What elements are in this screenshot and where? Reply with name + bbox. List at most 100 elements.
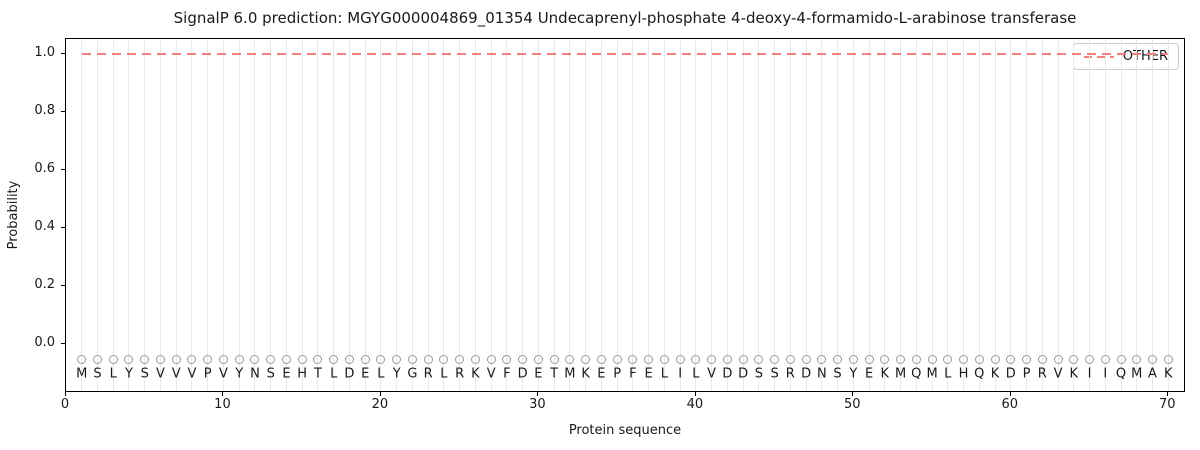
residue-letter: P xyxy=(1022,366,1031,382)
residue-marker-circle xyxy=(959,354,969,364)
residue-gridline xyxy=(222,39,224,391)
residue-letter: M xyxy=(1131,366,1143,382)
residue-gridline xyxy=(1041,39,1043,391)
residue-marker-circle xyxy=(738,354,748,364)
residue-gridline xyxy=(254,39,256,391)
residue-gridline xyxy=(679,39,681,391)
residue-gridline xyxy=(695,39,697,391)
residue-letter: F xyxy=(503,366,511,382)
residue-marker-circle xyxy=(203,354,213,364)
chart-title: SignalP 6.0 prediction: MGYG000004869_01… xyxy=(173,9,1077,27)
y-axis-tick-label: 0.2 xyxy=(34,277,55,293)
residue-gridline xyxy=(900,39,902,391)
residue-marker-circle xyxy=(502,354,512,364)
residue-marker-circle xyxy=(833,354,843,364)
residue-marker-circle xyxy=(518,354,528,364)
residue-letter: L xyxy=(377,366,385,382)
residue-gridline xyxy=(648,39,650,391)
residue-gridline xyxy=(931,39,933,391)
y-axis-tick-label: 1.0 xyxy=(34,44,55,60)
residue-gridline xyxy=(112,39,114,391)
residue-marker-circle xyxy=(801,354,811,364)
residue-gridline xyxy=(1089,39,1091,391)
residue-letter: K xyxy=(1163,366,1173,382)
residue-letter: V xyxy=(707,366,717,382)
residue-letter: Y xyxy=(392,366,401,382)
residue-letter: S xyxy=(140,366,149,382)
residue-marker-circle xyxy=(927,354,937,364)
residue-letter: D xyxy=(738,366,749,382)
residue-gridline xyxy=(1026,39,1028,391)
x-axis-tick xyxy=(65,392,66,396)
residue-marker-circle xyxy=(455,354,465,364)
residue-gridline xyxy=(1120,39,1122,391)
residue-letter: H xyxy=(958,366,969,382)
residue-marker-circle xyxy=(266,354,276,364)
residue-letter: K xyxy=(880,366,890,382)
y-axis-tick xyxy=(61,227,65,229)
y-axis-tick xyxy=(61,343,65,345)
residue-letter: L xyxy=(660,366,668,382)
residue-marker-circle xyxy=(486,354,496,364)
x-axis-tick xyxy=(1167,392,1169,396)
residue-letter: M xyxy=(76,366,88,382)
residue-marker-circle xyxy=(140,354,150,364)
residue-gridline xyxy=(506,39,508,391)
residue-gridline xyxy=(774,39,776,391)
residue-gridline xyxy=(1057,39,1059,391)
residue-marker-circle xyxy=(581,354,591,364)
residue-marker-circle xyxy=(628,354,638,364)
residue-marker-circle xyxy=(612,354,622,364)
residue-letter: L xyxy=(109,366,117,382)
residue-gridline xyxy=(238,39,240,391)
residue-letter: P xyxy=(613,366,622,382)
residue-letter: E xyxy=(361,366,370,382)
residue-marker-circle xyxy=(124,354,134,364)
residue-marker-circle xyxy=(1053,354,1063,364)
residue-letter: R xyxy=(1037,366,1047,382)
residue-marker-circle xyxy=(943,354,953,364)
residue-letter: V xyxy=(156,366,165,382)
residue-letter: I xyxy=(678,366,683,382)
residue-letter: R xyxy=(785,366,795,382)
residue-letter: D xyxy=(1005,366,1016,382)
residue-gridline xyxy=(758,39,760,391)
residue-gridline xyxy=(81,39,83,391)
x-axis-tick-label: 70 xyxy=(1158,397,1176,412)
residue-letter: Y xyxy=(235,366,244,382)
y-axis-tick xyxy=(61,110,65,112)
residue-letter: A xyxy=(1148,366,1157,382)
residue-marker-circle xyxy=(785,354,795,364)
residue-marker-circle xyxy=(344,354,354,364)
residue-letter: I xyxy=(1103,366,1108,382)
residue-marker-circle xyxy=(1069,354,1079,364)
residue-marker-circle xyxy=(329,354,339,364)
residue-marker-circle xyxy=(533,354,543,364)
y-axis-tick-label: 0.8 xyxy=(34,102,55,118)
residue-gridline xyxy=(947,39,949,391)
y-axis-label: Probability xyxy=(6,180,21,250)
residue-letter: D xyxy=(344,366,355,382)
residue-marker-circle xyxy=(218,354,228,364)
residue-letter: M xyxy=(926,366,938,382)
residue-marker-circle xyxy=(470,354,480,364)
residue-letter: L xyxy=(692,366,700,382)
y-axis-tick xyxy=(61,285,65,287)
residue-marker-circle xyxy=(171,354,181,364)
residue-letter: V xyxy=(1053,366,1063,382)
residue-gridline xyxy=(301,39,303,391)
residue-gridline xyxy=(348,39,350,391)
x-axis-tick xyxy=(694,392,696,396)
x-axis-tick xyxy=(379,392,381,396)
residue-marker-circle xyxy=(92,354,102,364)
residue-letter: S xyxy=(770,366,779,382)
residue-letter: E xyxy=(534,366,543,382)
residue-gridline xyxy=(837,39,839,391)
residue-marker-circle xyxy=(549,354,559,364)
residue-marker-circle xyxy=(108,354,118,364)
residue-gridline xyxy=(553,39,555,391)
residue-gridline xyxy=(490,39,492,391)
residue-gridline xyxy=(191,39,193,391)
residue-gridline xyxy=(852,39,854,391)
